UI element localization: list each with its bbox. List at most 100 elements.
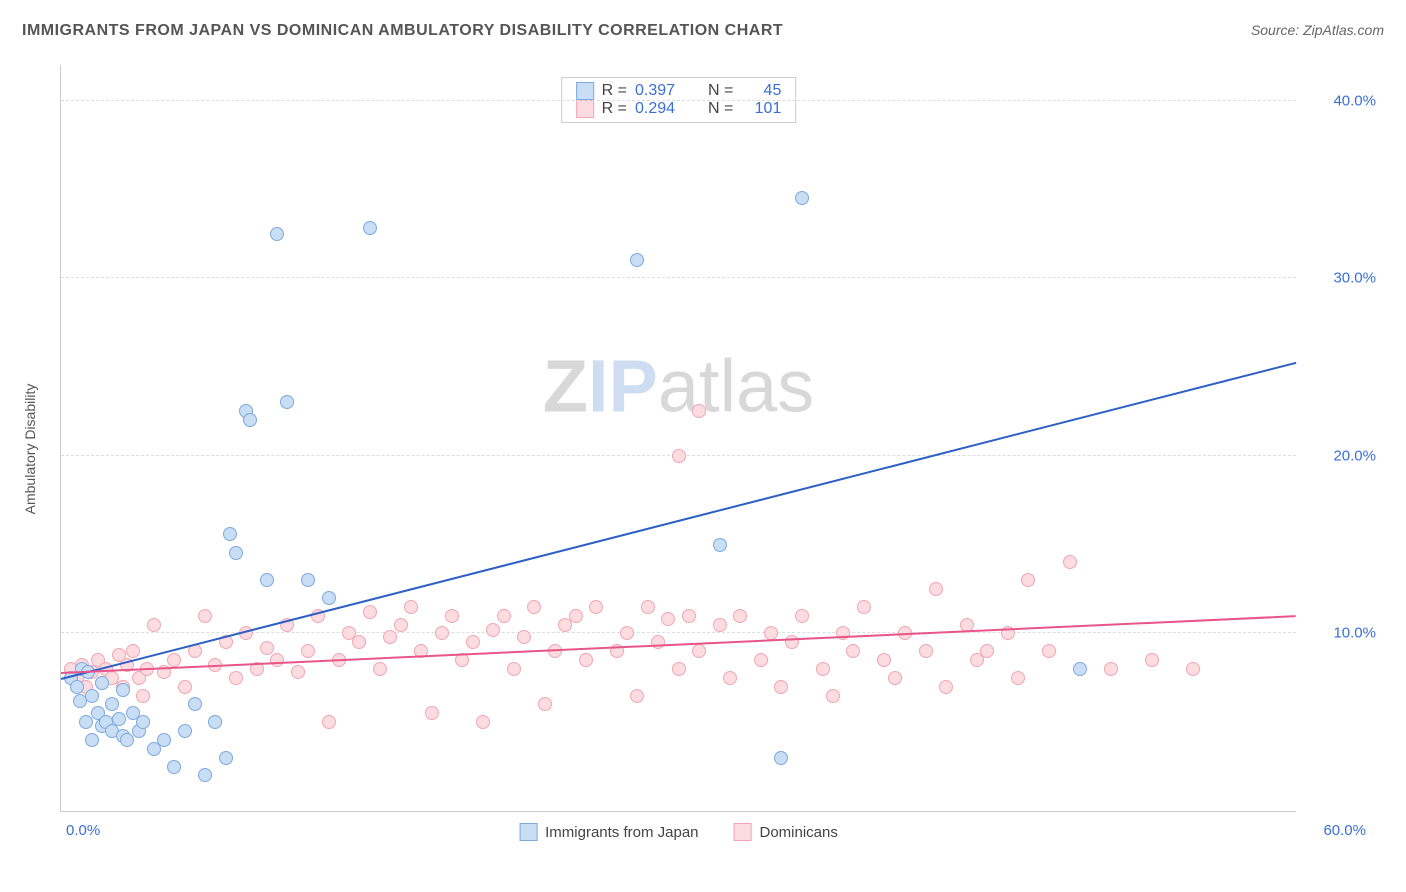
- scatter-point-dominicans: [877, 653, 891, 667]
- y-axis-label: Ambulatory Disability: [22, 383, 38, 514]
- scatter-point-dominicans: [774, 680, 788, 694]
- scatter-point-dominicans: [260, 641, 274, 655]
- scatter-point-dominicans: [620, 626, 634, 640]
- n-value: 101: [741, 100, 781, 118]
- scatter-point-dominicans: [692, 404, 706, 418]
- watermark-ip: IP: [588, 344, 658, 427]
- scatter-point-japan: [167, 760, 181, 774]
- scatter-point-dominicans: [291, 665, 305, 679]
- scatter-point-dominicans: [1104, 662, 1118, 676]
- scatter-point-japan: [85, 733, 99, 747]
- scatter-point-dominicans: [1011, 671, 1025, 685]
- scatter-point-japan: [112, 712, 126, 726]
- y-tick-label: 30.0%: [1306, 270, 1376, 287]
- scatter-point-dominicans: [888, 671, 902, 685]
- x-tick-max: 60.0%: [1323, 822, 1366, 839]
- scatter-point-japan: [270, 227, 284, 241]
- scatter-point-japan: [136, 715, 150, 729]
- x-tick-min: 0.0%: [66, 822, 100, 839]
- scatter-point-dominicans: [425, 706, 439, 720]
- scatter-point-japan: [1073, 662, 1087, 676]
- scatter-point-japan: [208, 715, 222, 729]
- scatter-point-dominicans: [692, 644, 706, 658]
- watermark-atlas: atlas: [658, 344, 814, 427]
- scatter-point-dominicans: [651, 635, 665, 649]
- scatter-point-dominicans: [466, 635, 480, 649]
- scatter-point-japan: [630, 253, 644, 267]
- gridline: [61, 100, 1296, 101]
- scatter-point-japan: [79, 715, 93, 729]
- scatter-point-japan: [774, 751, 788, 765]
- scatter-point-dominicans: [929, 582, 943, 596]
- scatter-point-dominicans: [497, 609, 511, 623]
- series-legend-item: Immigrants from Japan: [519, 823, 698, 841]
- scatter-point-dominicans: [476, 715, 490, 729]
- watermark-z: Z: [543, 344, 588, 427]
- scatter-point-japan: [70, 680, 84, 694]
- scatter-point-japan: [178, 724, 192, 738]
- plot-area: ZIPatlas R =0.397N =45R =0.294N =101 0.0…: [60, 65, 1296, 812]
- scatter-point-dominicans: [229, 671, 243, 685]
- scatter-point-dominicans: [641, 600, 655, 614]
- scatter-point-japan: [301, 573, 315, 587]
- r-label: R =: [602, 82, 627, 100]
- scatter-point-dominicans: [857, 600, 871, 614]
- scatter-point-japan: [260, 573, 274, 587]
- y-tick-label: 20.0%: [1306, 447, 1376, 464]
- scatter-point-dominicans: [846, 644, 860, 658]
- n-label: N =: [708, 100, 733, 118]
- scatter-point-japan: [219, 751, 233, 765]
- scatter-point-dominicans: [672, 662, 686, 676]
- scatter-point-dominicans: [517, 630, 531, 644]
- legend-row-dominicans: R = 0.294 N = 101: [576, 100, 782, 118]
- scatter-point-dominicans: [435, 626, 449, 640]
- scatter-point-dominicans: [816, 662, 830, 676]
- scatter-point-dominicans: [836, 626, 850, 640]
- scatter-point-dominicans: [1021, 573, 1035, 587]
- r-label: R =: [602, 100, 627, 118]
- scatter-point-dominicans: [682, 609, 696, 623]
- series-legend-item: Dominicans: [734, 823, 838, 841]
- scatter-point-dominicans: [486, 623, 500, 637]
- scatter-point-dominicans: [1042, 644, 1056, 658]
- scatter-point-dominicans: [589, 600, 603, 614]
- scatter-point-dominicans: [147, 618, 161, 632]
- scatter-point-dominicans: [630, 689, 644, 703]
- legend-swatch: [734, 823, 752, 841]
- scatter-point-dominicans: [383, 630, 397, 644]
- scatter-point-dominicans: [527, 600, 541, 614]
- scatter-point-dominicans: [980, 644, 994, 658]
- legend-swatch: [576, 82, 594, 100]
- r-value: 0.294: [635, 100, 690, 118]
- series-legend: Immigrants from Japan Dominicans: [519, 823, 838, 841]
- scatter-point-dominicans: [1186, 662, 1200, 676]
- scatter-point-dominicans: [795, 609, 809, 623]
- scatter-point-dominicans: [270, 653, 284, 667]
- scatter-point-japan: [713, 538, 727, 552]
- scatter-point-japan: [280, 395, 294, 409]
- legend-swatch: [576, 100, 594, 118]
- scatter-point-dominicans: [661, 612, 675, 626]
- scatter-point-dominicans: [301, 644, 315, 658]
- scatter-point-japan: [85, 689, 99, 703]
- scatter-point-dominicans: [178, 680, 192, 694]
- y-tick-label: 40.0%: [1306, 92, 1376, 109]
- scatter-point-dominicans: [1145, 653, 1159, 667]
- scatter-point-japan: [243, 413, 257, 427]
- scatter-point-japan: [223, 527, 237, 541]
- legend-row-japan: R =0.397N =45: [576, 82, 782, 100]
- scatter-point-japan: [322, 591, 336, 605]
- scatter-point-dominicans: [363, 605, 377, 619]
- scatter-point-dominicans: [404, 600, 418, 614]
- scatter-point-dominicans: [919, 644, 933, 658]
- scatter-point-dominicans: [394, 618, 408, 632]
- scatter-point-dominicans: [445, 609, 459, 623]
- scatter-point-dominicans: [672, 449, 686, 463]
- scatter-point-dominicans: [754, 653, 768, 667]
- scatter-point-japan: [188, 697, 202, 711]
- r-value: 0.397: [635, 82, 690, 100]
- scatter-point-japan: [229, 546, 243, 560]
- n-value: 45: [741, 82, 781, 100]
- source-attribution: Source: ZipAtlas.com: [1251, 22, 1384, 38]
- scatter-point-dominicans: [733, 609, 747, 623]
